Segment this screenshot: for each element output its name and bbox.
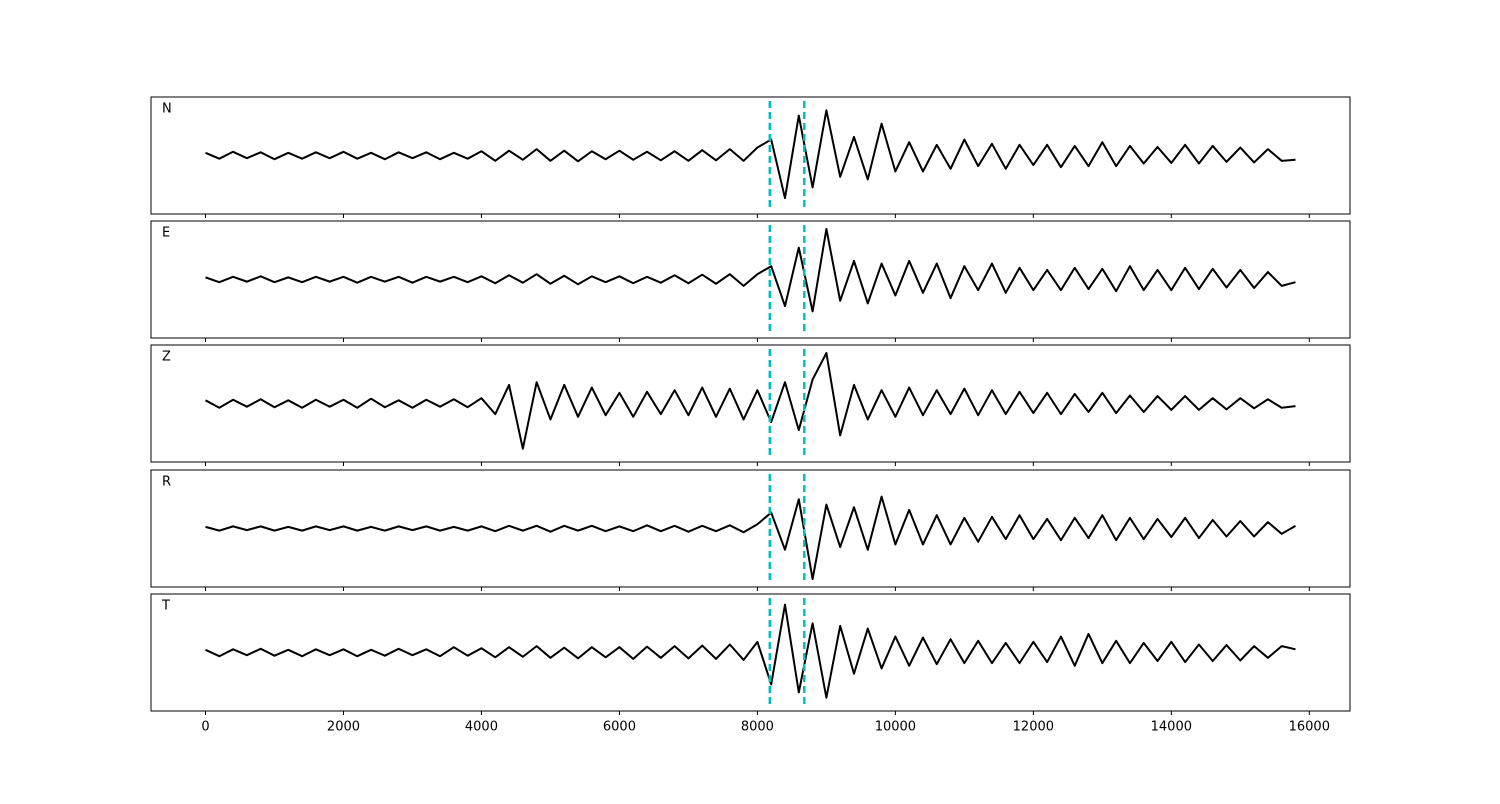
panel-label: T xyxy=(161,599,170,614)
trace xyxy=(205,603,1296,699)
x-tick-label: 6000 xyxy=(603,720,636,735)
panel-frame xyxy=(150,96,1351,215)
panel-frame xyxy=(150,344,1351,463)
x-tick-label: 16000 xyxy=(1289,720,1330,735)
x-tick-label: 4000 xyxy=(465,720,498,735)
panel-frame xyxy=(150,593,1351,712)
trace xyxy=(205,109,1296,200)
x-tick-label: 12000 xyxy=(1013,720,1054,735)
x-tick-label: 10000 xyxy=(875,720,916,735)
trace xyxy=(205,227,1296,313)
panel-label: R xyxy=(162,475,171,490)
panel-frame xyxy=(150,220,1351,339)
x-tick-label: 14000 xyxy=(1151,720,1192,735)
panel-label: E xyxy=(162,226,170,241)
x-tick-label: 2000 xyxy=(327,720,360,735)
panel-frame xyxy=(150,469,1351,588)
x-tick-label: 8000 xyxy=(741,720,774,735)
panel-label: Z xyxy=(162,350,171,365)
panel-label: N xyxy=(162,102,172,117)
x-tick-label: 0 xyxy=(201,720,209,735)
trace xyxy=(205,495,1297,581)
trace xyxy=(205,351,1296,450)
